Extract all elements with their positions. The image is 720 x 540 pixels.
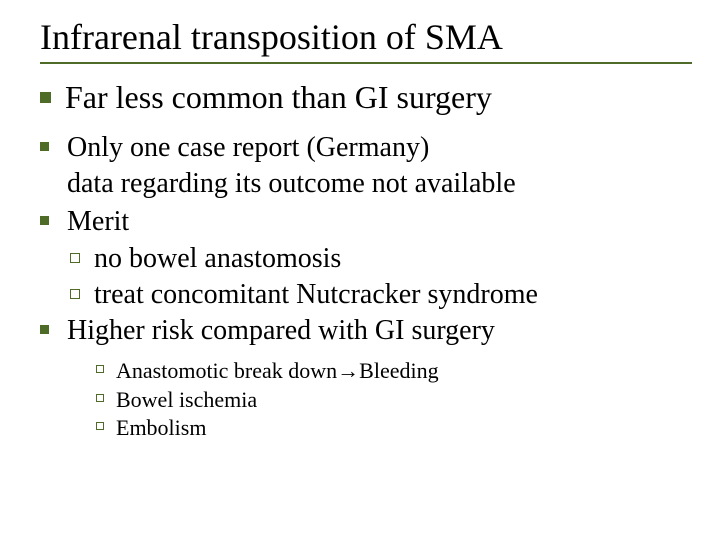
sub-list-item: no bowel anastomosis	[70, 241, 692, 277]
title-underline: Infrarenal transposition of SMA	[40, 18, 692, 64]
sub-list-item: Anastomotic break down→Bleeding	[96, 357, 692, 386]
hollow-square-bullet-icon	[70, 253, 80, 263]
body-list: Only one case report (Germany) data rega…	[40, 130, 692, 443]
square-bullet-icon	[40, 142, 49, 151]
list-item: Merit	[40, 204, 692, 240]
list-item-text: Higher risk compared with GI surgery	[67, 313, 495, 349]
hollow-square-bullet-icon	[70, 289, 80, 299]
slide-title: Infrarenal transposition of SMA	[40, 18, 692, 58]
sub-list-item: Bowel ischemia	[96, 386, 692, 415]
hollow-square-bullet-icon	[96, 365, 104, 373]
sub-item-text: treat concomitant Nutcracker syndrome	[94, 277, 538, 313]
sub-list-small: Anastomotic break down→Bleeding Bowel is…	[40, 357, 692, 443]
hollow-square-bullet-icon	[96, 422, 104, 430]
sub-list-item: treat concomitant Nutcracker syndrome	[70, 277, 692, 313]
list-item-line: data regarding its outcome not available	[67, 168, 516, 199]
sub-item-text: Embolism	[116, 414, 206, 443]
sub-list-item: Embolism	[96, 414, 692, 443]
square-bullet-icon	[40, 216, 49, 225]
sub-item-text: no bowel anastomosis	[94, 241, 341, 277]
list-item-line: Only one case report (Germany)	[67, 132, 429, 163]
list-item: Higher risk compared with GI surgery	[40, 313, 692, 349]
list-item-text: Merit	[67, 204, 129, 240]
lead-text: Far less common than GI surgery	[65, 78, 492, 116]
square-bullet-icon	[40, 325, 49, 334]
lead-bullet-row: Far less common than GI surgery	[40, 78, 692, 116]
square-bullet-icon	[40, 92, 51, 103]
list-item: Only one case report (Germany) data rega…	[40, 130, 692, 202]
hollow-square-bullet-icon	[96, 394, 104, 402]
list-item-text: Only one case report (Germany) data rega…	[67, 130, 516, 202]
sub-list: no bowel anastomosis treat concomitant N…	[40, 241, 692, 313]
sub-item-text: Bowel ischemia	[116, 386, 257, 415]
sub-item-text: Anastomotic break down→Bleeding	[116, 357, 439, 386]
